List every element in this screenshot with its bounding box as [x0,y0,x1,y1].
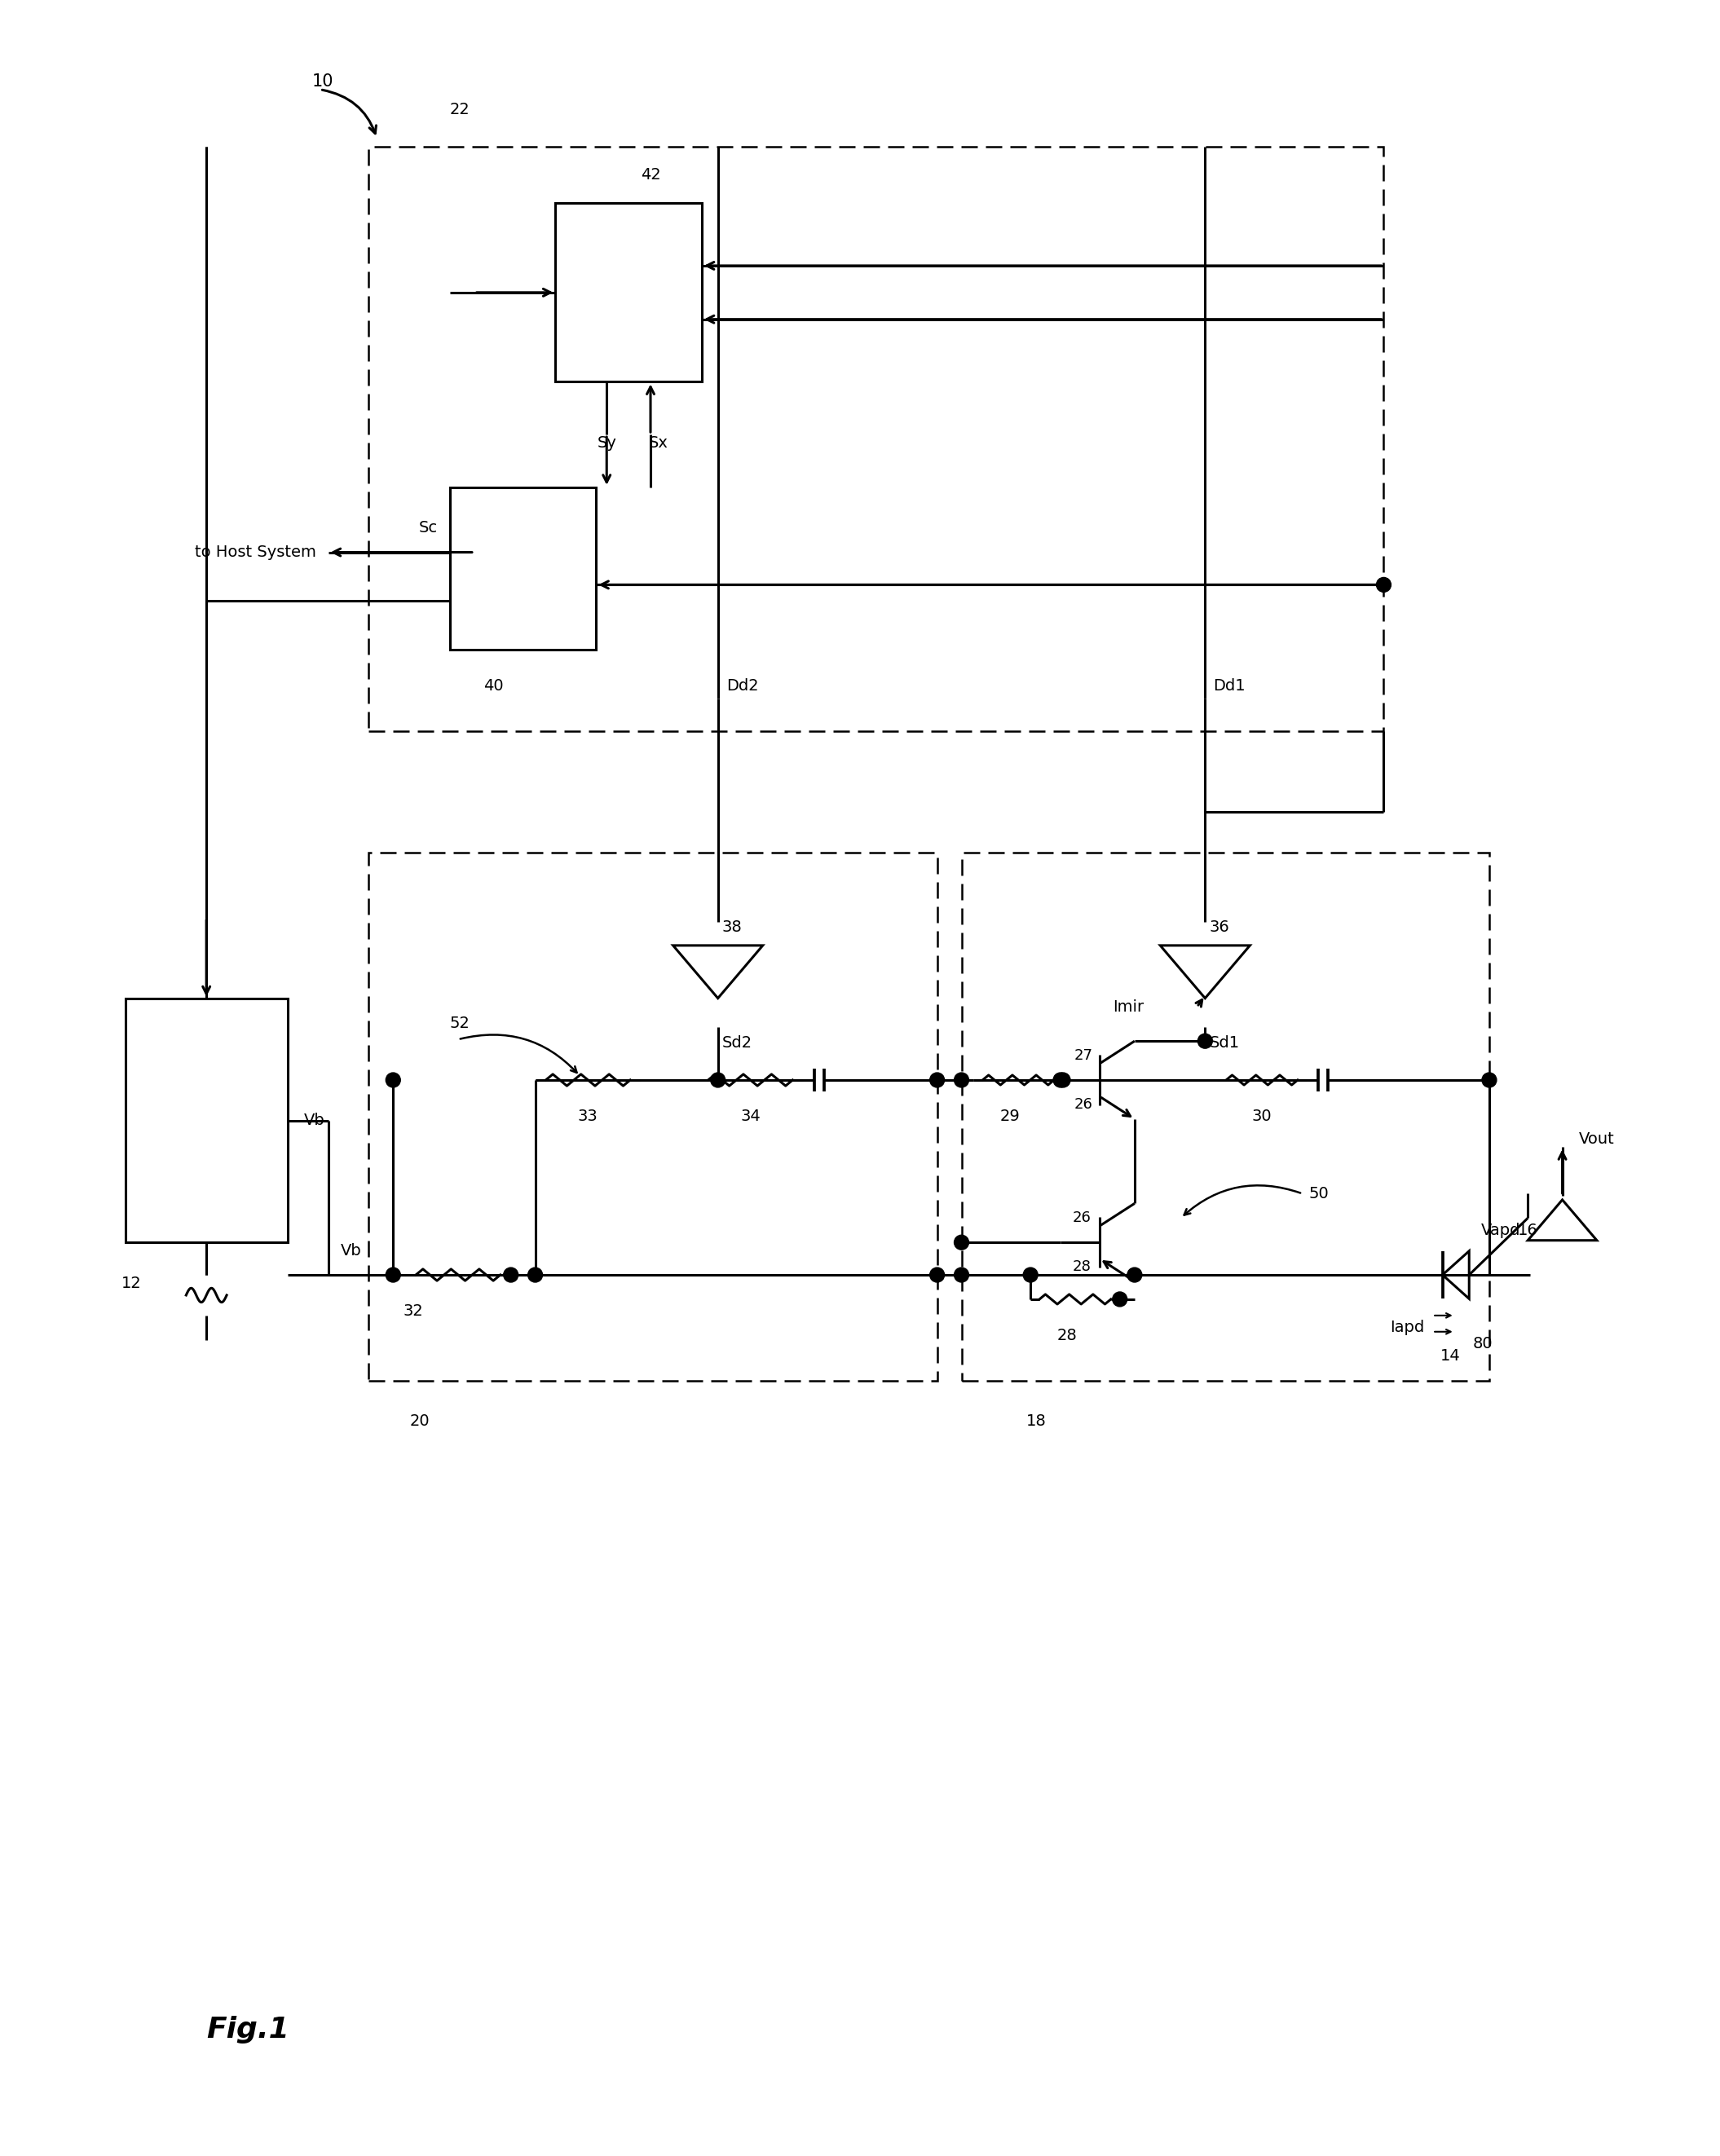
Text: 27: 27 [1075,1048,1092,1063]
Text: 28: 28 [1073,1259,1092,1274]
Text: Vout: Vout [1579,1132,1615,1147]
Circle shape [1053,1074,1068,1087]
Text: Vb: Vb [341,1242,361,1259]
Text: 30: 30 [1252,1108,1273,1123]
Circle shape [385,1268,401,1283]
Polygon shape [1527,1199,1596,1240]
Circle shape [1023,1268,1037,1283]
Text: 80: 80 [1472,1337,1493,1352]
Text: 32: 32 [404,1304,423,1319]
Circle shape [931,1074,944,1087]
Circle shape [1376,578,1391,593]
Circle shape [931,1268,944,1283]
Text: 34: 34 [740,1108,760,1123]
Bar [126,998,287,1242]
Circle shape [528,1268,542,1283]
Text: 38: 38 [722,918,741,936]
Text: 12: 12 [120,1274,141,1291]
Bar [556,203,702,382]
Text: 26: 26 [1073,1212,1092,1225]
Bar [961,852,1490,1380]
Text: Sx: Sx [648,436,669,451]
Circle shape [385,1074,401,1087]
Text: 14: 14 [1441,1348,1460,1365]
Text: 26: 26 [1075,1097,1092,1112]
Text: Sd2: Sd2 [722,1035,752,1050]
Circle shape [1113,1291,1127,1307]
Bar [451,487,597,649]
Bar [368,852,937,1380]
Text: 42: 42 [642,166,660,183]
Circle shape [955,1235,968,1250]
Text: 18: 18 [1027,1414,1047,1429]
Text: Dd2: Dd2 [726,679,759,694]
Text: Sc: Sc [420,520,439,535]
Text: Dd1: Dd1 [1213,679,1245,694]
Text: 28: 28 [1058,1328,1077,1343]
Text: 33: 33 [578,1108,599,1123]
Text: 40: 40 [483,679,504,694]
Circle shape [955,1268,968,1283]
Text: Vapd: Vapd [1481,1222,1520,1238]
Text: 22: 22 [451,101,470,119]
Text: 29: 29 [999,1108,1020,1123]
Polygon shape [673,946,762,998]
Circle shape [1056,1074,1070,1087]
Circle shape [1127,1268,1142,1283]
Text: 36: 36 [1209,918,1230,936]
Text: Sd1: Sd1 [1209,1035,1240,1050]
Text: Vb: Vb [304,1112,325,1128]
Circle shape [504,1268,518,1283]
Text: 20: 20 [409,1414,430,1429]
Bar [368,147,1383,731]
Text: Sy: Sy [597,436,616,451]
Text: Fig.1: Fig.1 [206,2016,289,2044]
Circle shape [1197,1033,1213,1048]
Circle shape [710,1074,726,1087]
Text: 50: 50 [1309,1186,1330,1201]
Polygon shape [1161,946,1250,998]
Circle shape [955,1074,968,1087]
Circle shape [1483,1074,1496,1087]
Text: Imir: Imir [1113,998,1144,1015]
Text: 10: 10 [311,73,334,91]
Text: to Host System: to Host System [194,545,316,561]
Text: 16: 16 [1517,1222,1538,1238]
Text: 52: 52 [451,1015,470,1031]
Text: Iapd: Iapd [1390,1319,1424,1335]
